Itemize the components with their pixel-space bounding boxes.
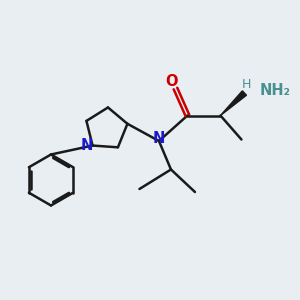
Polygon shape xyxy=(220,91,247,116)
Text: N: N xyxy=(153,131,165,146)
Text: O: O xyxy=(166,74,178,89)
Text: NH₂: NH₂ xyxy=(260,83,291,98)
Text: H: H xyxy=(242,78,251,91)
Text: N: N xyxy=(81,138,93,153)
